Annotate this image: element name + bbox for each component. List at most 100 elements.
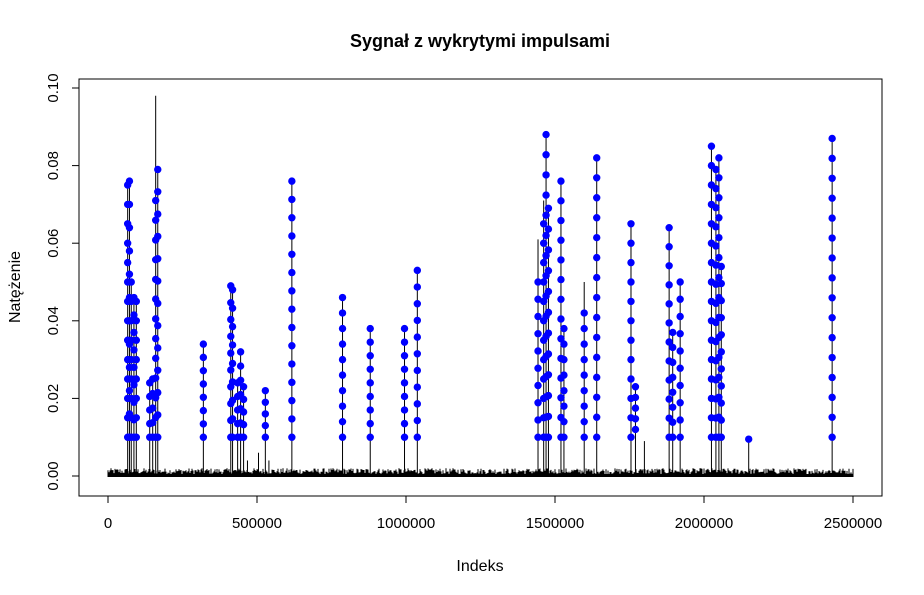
pulse-point <box>593 373 601 382</box>
pulse-point <box>413 316 422 325</box>
pulse-point <box>125 177 134 185</box>
pulse-point <box>534 381 542 390</box>
pulse-point <box>828 154 836 163</box>
pulse-point <box>560 433 568 441</box>
pulse-point <box>366 324 374 333</box>
y-axis: 0.00 0.02 0.04 0.06 0.08 0.10 <box>45 73 80 491</box>
pulse-point <box>154 210 162 218</box>
pulse-point <box>130 363 138 372</box>
pulse-point <box>631 383 640 391</box>
pulse-point <box>745 435 753 443</box>
pulse-point <box>544 267 553 275</box>
pulse-point <box>593 413 601 421</box>
pulse-point <box>132 355 141 364</box>
pulse-point <box>400 406 409 414</box>
pulse-point <box>288 268 296 277</box>
pulse-point <box>557 236 565 244</box>
pulse-point <box>239 383 248 391</box>
y-axis-label: Natężenie <box>7 251 24 323</box>
pulse-point <box>199 380 208 388</box>
pulse-point <box>665 338 673 346</box>
y-tick-label: 0.02 <box>45 384 62 413</box>
pulse-point <box>534 364 542 372</box>
pulse-point <box>366 379 374 387</box>
pulse-point <box>338 417 347 426</box>
pulse-point <box>557 256 565 264</box>
pulse-point <box>715 273 723 282</box>
pulse-point <box>828 333 836 342</box>
pulse-point <box>413 333 422 341</box>
pulse-point <box>631 404 640 412</box>
pulse-point <box>557 315 565 323</box>
pulse-point <box>544 433 553 441</box>
pulse-point <box>717 365 725 373</box>
pulse-point <box>828 373 836 382</box>
pulse-point <box>154 388 162 397</box>
pulse-point <box>627 278 635 286</box>
pulse-point <box>413 350 422 358</box>
pulse-point <box>627 258 635 267</box>
pulse-point <box>288 195 296 204</box>
pulse-point <box>593 154 601 162</box>
pulse-point <box>228 322 237 331</box>
pulse-point <box>400 352 409 360</box>
pulse-point <box>125 386 134 395</box>
pulse-point <box>580 433 588 441</box>
pulse-point <box>669 373 677 382</box>
pulse-point <box>593 333 601 342</box>
pulse-point <box>261 433 270 441</box>
pulse-point <box>828 393 836 402</box>
pulse-point <box>199 353 208 362</box>
pulse-point <box>717 296 725 305</box>
pulse-point <box>669 328 677 337</box>
pulse-point <box>542 211 550 219</box>
pulse-point <box>534 399 542 407</box>
pulse-point <box>130 328 138 337</box>
pulse-point <box>542 130 550 139</box>
pulse-point <box>400 392 409 401</box>
x-tick-label: 1500000 <box>526 515 584 532</box>
pulse-point <box>627 317 635 325</box>
pulse-point <box>557 216 565 225</box>
pulse-point <box>627 239 635 247</box>
pulse-point <box>400 419 409 428</box>
pulse-point <box>715 214 723 222</box>
pulse-point <box>149 404 157 412</box>
pulse-point <box>366 352 374 360</box>
pulse-point <box>669 343 677 352</box>
pulse-point <box>593 313 601 322</box>
pulse-point <box>544 204 553 212</box>
pulse-point <box>127 278 135 286</box>
pulse-point <box>125 270 134 278</box>
pulse-point <box>338 386 347 395</box>
pulse-point <box>366 419 374 428</box>
pulse-point <box>712 223 720 231</box>
pulse-point <box>676 278 684 286</box>
pulse-point <box>199 433 208 441</box>
pulse-point <box>288 415 296 423</box>
pulse-point <box>199 366 208 375</box>
pulse-point <box>227 349 235 357</box>
pulse-point <box>132 336 141 344</box>
pulse-point <box>288 214 296 222</box>
pulse-point <box>544 371 553 379</box>
pulse-point <box>123 239 132 247</box>
pulse-point <box>366 392 374 401</box>
pulse-point <box>154 321 162 330</box>
pulse-point <box>338 402 347 410</box>
pulse-point <box>413 383 422 391</box>
pulse-point <box>627 297 635 306</box>
pulse-point <box>676 381 684 390</box>
pulse-point <box>154 344 162 352</box>
pulse-point <box>665 223 673 232</box>
pulse-point <box>154 255 162 263</box>
pulse-point <box>580 355 588 364</box>
pulse-point <box>580 324 588 333</box>
pulse-point <box>151 374 160 382</box>
pulse-point <box>557 394 565 402</box>
pulse-point <box>400 365 409 373</box>
x-tick-label: 500000 <box>232 515 282 532</box>
pulse-point <box>669 433 677 441</box>
pulse-point <box>560 417 568 426</box>
